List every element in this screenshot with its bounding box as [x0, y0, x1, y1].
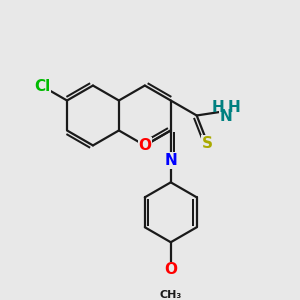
Text: N: N [164, 153, 177, 168]
Text: H: H [228, 100, 241, 115]
Text: CH₃: CH₃ [160, 290, 182, 300]
Text: S: S [202, 136, 213, 151]
Text: N: N [220, 109, 233, 124]
Text: O: O [138, 138, 151, 153]
Text: Cl: Cl [34, 79, 50, 94]
Text: H: H [212, 100, 225, 115]
Text: O: O [164, 262, 177, 277]
